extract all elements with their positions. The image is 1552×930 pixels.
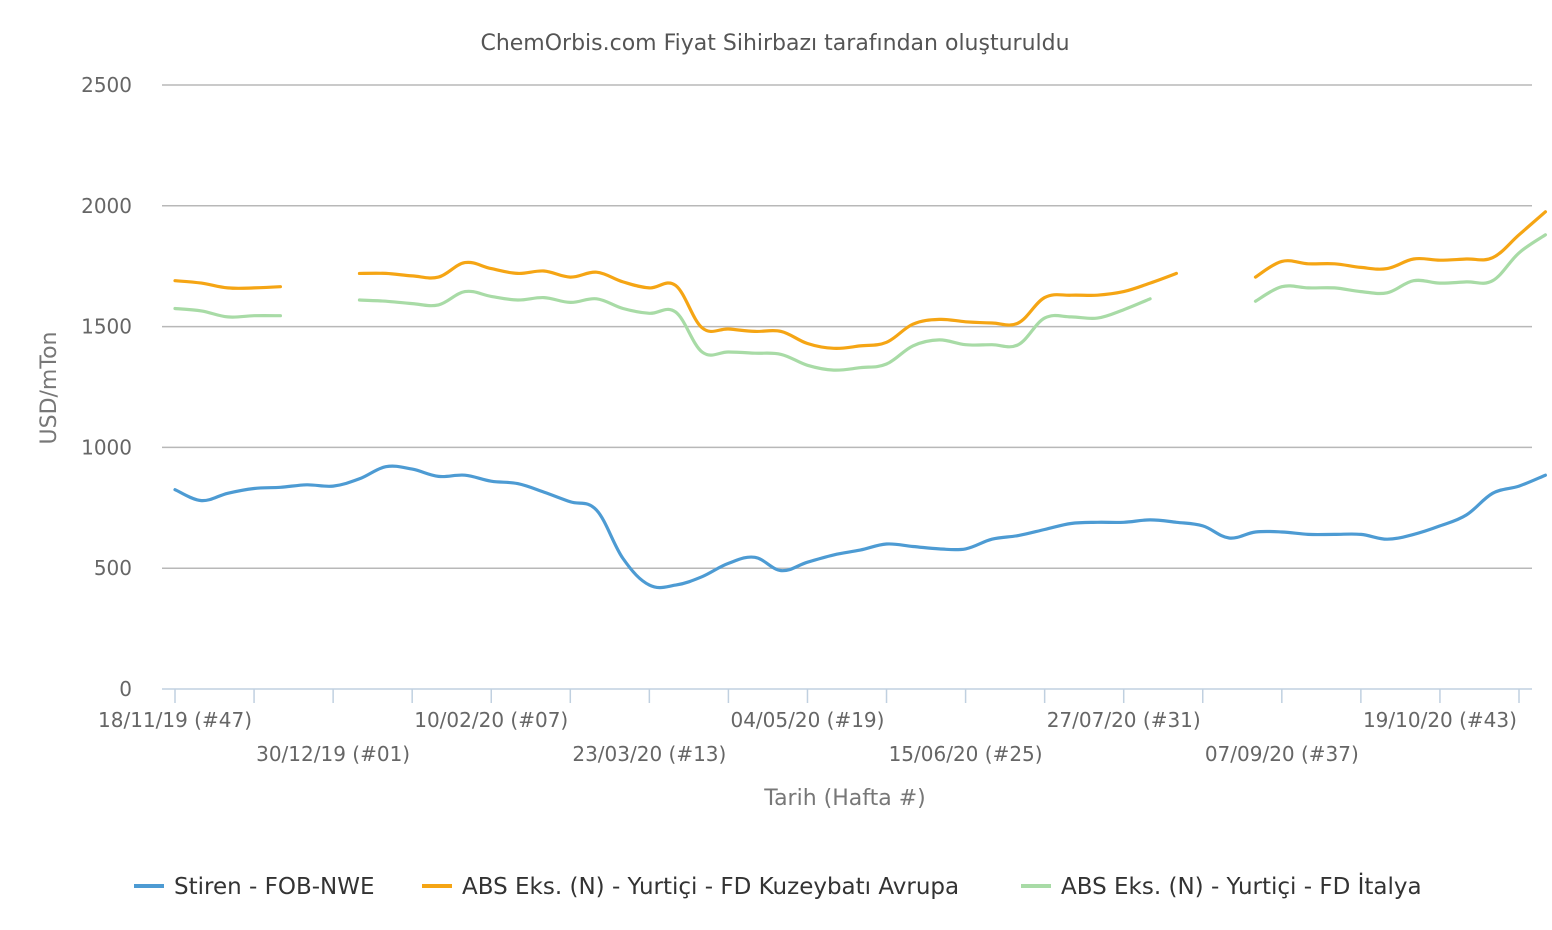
y-tick-label: 0 [119, 677, 132, 701]
x-tick-label: 27/07/20 (#31) [1047, 708, 1201, 732]
x-tick-label: 18/11/19 (#47) [98, 708, 252, 732]
series-1-line [173, 210, 1547, 350]
legend-item-1[interactable]: ABS Eks. (N) - Yurtiçi - FD Kuzeybatı Av… [422, 874, 959, 900]
x-tick-label: 07/09/20 (#37) [1205, 742, 1359, 766]
y-tick-label: 1000 [81, 435, 132, 459]
series-segment [1253, 210, 1547, 279]
series-segment [357, 289, 1152, 372]
y-tick-label: 2500 [81, 73, 132, 97]
x-axis-tick-labels: 18/11/19 (#47)30/12/19 (#01)10/02/20 (#0… [98, 708, 1517, 766]
legend[interactable]: Stiren - FOB-NWE ABS Eks. (N) - Yurtiçi -… [134, 872, 1422, 900]
series-0-line [173, 464, 1547, 590]
legend-label: ABS Eks. (N) - Yurtiçi - FD Kuzeybatı Av… [462, 874, 959, 900]
y-axis-tick-labels: 0 500 1000 1500 2000 2500 [81, 73, 132, 701]
y-tick-label: 2000 [81, 194, 132, 218]
x-axis-ticks [174, 689, 1520, 703]
x-tick-label: 04/05/20 (#19) [730, 708, 884, 732]
series-segment [173, 306, 282, 319]
series-segment [173, 279, 282, 290]
series-segment [173, 464, 1547, 590]
x-axis-label: Tarih (Hafta #) [763, 786, 925, 811]
series-2-line [173, 233, 1547, 372]
chart-title: ChemOrbis.com Fiyat Sihirbazı tarafından… [480, 31, 1069, 56]
x-tick-label: 10/02/20 (#07) [414, 708, 568, 732]
x-tick-label: 23/03/20 (#13) [572, 742, 726, 766]
series-segment [1253, 233, 1547, 303]
y-tick-label: 500 [94, 556, 132, 580]
legend-label: ABS Eks. (N) - Yurtiçi - FD İtalya [1061, 872, 1422, 900]
series-lines [173, 210, 1547, 590]
y-axis-label: USD/mTon [37, 332, 62, 445]
series-segment [357, 260, 1178, 350]
legend-label: Stiren - FOB-NWE [174, 874, 375, 900]
y-tick-label: 1500 [81, 315, 132, 339]
legend-item-0[interactable]: Stiren - FOB-NWE [134, 874, 375, 900]
x-tick-label: 19/10/20 (#43) [1363, 708, 1517, 732]
grid-lines [162, 84, 1532, 569]
x-tick-label: 15/06/20 (#25) [889, 742, 1043, 766]
x-tick-label: 30/12/19 (#01) [256, 742, 410, 766]
legend-item-2[interactable]: ABS Eks. (N) - Yurtiçi - FD İtalya [1021, 872, 1422, 900]
